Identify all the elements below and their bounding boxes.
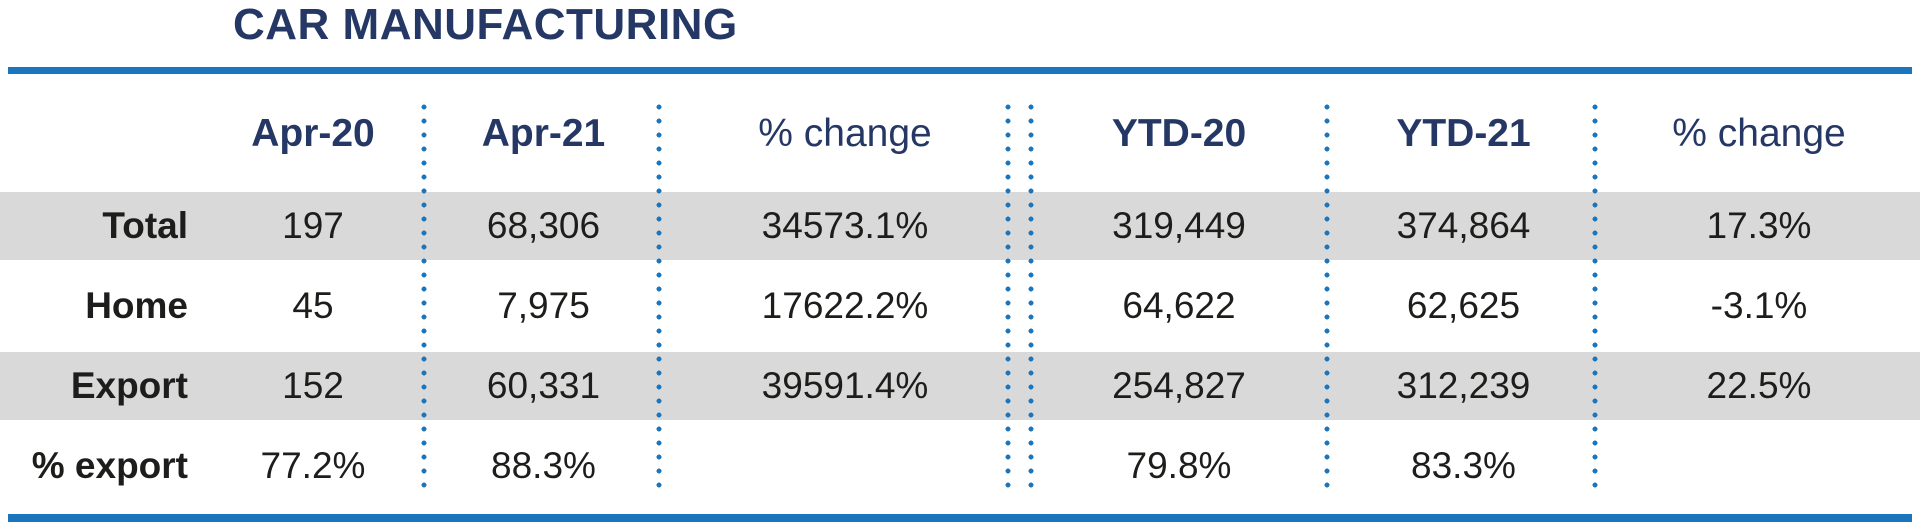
table-cell: 45 (292, 285, 334, 326)
table-cell: 7,975 (497, 285, 590, 326)
table-row-total: Total 197 68,306 34573.1% 319,449 374,86… (0, 186, 1920, 266)
table-cell: 83.3% (1411, 445, 1516, 486)
dotted-separator (1592, 100, 1598, 496)
column-header-ytd-21: YTD-21 (1396, 112, 1531, 155)
table-cell: 374,864 (1396, 205, 1531, 246)
dotted-separator (1324, 100, 1330, 496)
column-header-apr-20: Apr-20 (251, 112, 375, 155)
row-label: Export (70, 365, 188, 406)
data-table: Apr-20 Apr-21 % change YTD-20 YTD-21 % c… (0, 82, 1920, 506)
bottom-rule (8, 514, 1912, 522)
table-cell: 60,331 (486, 365, 601, 406)
table-cell: 22.5% (1706, 365, 1812, 406)
table-cell: 62,625 (1406, 285, 1521, 326)
dotted-separator-double-right (1028, 100, 1034, 496)
table-cell: 152 (282, 365, 344, 406)
row-label: Total (102, 205, 188, 246)
table-cell: 197 (282, 205, 344, 246)
table-cell: 319,449 (1112, 205, 1246, 246)
table-cell: 64,622 (1122, 285, 1236, 326)
dotted-separator-double-left (1005, 100, 1011, 496)
dotted-separator (421, 100, 427, 496)
column-header-ytd-20: YTD-20 (1111, 112, 1247, 155)
page-title: CAR MANUFACTURING (233, 0, 738, 49)
row-label: Home (85, 285, 188, 326)
table-row-export: Export 152 60,331 39591.4% 254,827 312,2… (0, 346, 1920, 426)
table-cell: 77.2% (260, 445, 366, 486)
top-rule (8, 67, 1912, 74)
table-cell: 17622.2% (761, 285, 929, 326)
table-cell: 79.8% (1126, 445, 1232, 486)
table-cell: 34573.1% (761, 205, 929, 246)
column-header-pct-change-month: % change (758, 112, 932, 155)
column-header-apr-21: Apr-21 (481, 112, 606, 155)
table-cell: 88.3% (491, 445, 596, 486)
table-cell: 312,239 (1396, 365, 1531, 406)
table-row-pct-export: % export 77.2% 88.3% 79.8% 83.3% (0, 426, 1920, 506)
table-cell: 17.3% (1706, 205, 1812, 246)
column-header-pct-change-ytd: % change (1672, 112, 1846, 155)
row-label: % export (31, 445, 188, 486)
table-cell: 39591.4% (761, 365, 929, 406)
table-cell: 68,306 (486, 205, 601, 246)
header-row: Apr-20 Apr-21 % change YTD-20 YTD-21 % c… (0, 82, 1920, 186)
dotted-separator (656, 100, 662, 496)
table-row-home: Home 45 7,975 17622.2% 64,622 62,625 -3.… (0, 266, 1920, 346)
table-cell: 254,827 (1112, 365, 1246, 406)
table-cell: -3.1% (1710, 285, 1808, 326)
